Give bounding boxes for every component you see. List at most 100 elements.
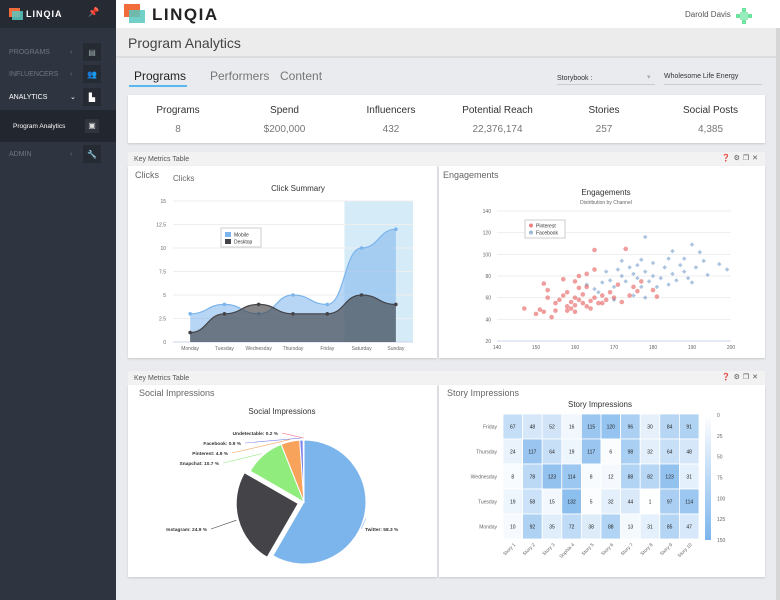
point-pinterest xyxy=(584,271,589,277)
pie-connector xyxy=(244,437,302,444)
cell-value: 44 xyxy=(628,500,634,506)
storybook-label: Storybook : xyxy=(557,75,593,82)
stat-label: Influencers xyxy=(366,105,416,116)
x-tick-label: Thursday xyxy=(283,346,304,352)
point-pinterest xyxy=(639,279,644,284)
point-desktop xyxy=(359,293,364,297)
point-pinterest xyxy=(541,281,547,286)
help-icon[interactable]: ❓ xyxy=(721,155,734,162)
point-pinterest xyxy=(596,300,601,306)
chevron-left-icon: ‹ xyxy=(70,48,73,56)
point-facebook xyxy=(619,258,625,264)
point-pinterest xyxy=(584,304,589,309)
point-pinterest xyxy=(623,246,628,252)
cell-value: 15 xyxy=(549,500,555,506)
pie-connector xyxy=(281,432,304,439)
point-mobile xyxy=(359,246,364,250)
point-pinterest xyxy=(564,308,570,313)
user-name[interactable]: Darold Davis xyxy=(685,10,731,19)
nav-label: INFLUENCERS xyxy=(9,70,59,78)
point-pinterest xyxy=(600,293,605,298)
sidebar-item-programs[interactable]: PROGRAMS ‹ ▤ xyxy=(0,41,116,63)
tab-performers[interactable]: Performers xyxy=(210,69,270,83)
cell-value: 1 xyxy=(649,500,652,506)
tab-programs[interactable]: Programs xyxy=(134,69,187,83)
nav-label: ANALYTICS xyxy=(9,93,48,101)
close-icon[interactable]: ✕ xyxy=(752,155,761,162)
point-facebook xyxy=(631,293,636,298)
pie-label: Facebook: 0.9 % xyxy=(203,441,241,447)
tab-content[interactable]: Content xyxy=(280,69,323,83)
sidebar-item-analytics[interactable]: ANALYTICS ⌄ ▙ xyxy=(0,86,116,108)
stat-potential-reach: Potential Reach 22,376,174 xyxy=(448,105,548,135)
linqia-logo-icon xyxy=(124,4,145,23)
point-facebook xyxy=(627,265,632,270)
point-facebook xyxy=(693,265,699,270)
y-tick-label: 7.5 xyxy=(159,270,166,276)
gear-icon[interactable]: ⚙ xyxy=(733,155,743,162)
panel-controls[interactable]: ❓⚙❐✕ xyxy=(722,154,761,162)
popout-icon[interactable]: ❐ xyxy=(742,374,753,381)
panel-title: Social Impressions xyxy=(139,388,215,398)
point-facebook xyxy=(685,275,691,281)
point-pinterest xyxy=(561,293,566,298)
sidebar-item-influencers[interactable]: INFLUENCERS ‹ 👥 xyxy=(0,63,116,85)
point-pinterest xyxy=(572,302,578,308)
cell-value: 91 xyxy=(686,425,692,431)
legend-label: Mobile xyxy=(234,233,249,239)
sidebar-subitem-program-analytics[interactable]: Program Analytics ▣ xyxy=(0,110,116,142)
row-label: Monday xyxy=(479,525,497,531)
point-pinterest xyxy=(607,289,613,295)
cell-value: 98 xyxy=(628,450,634,456)
scrollbar[interactable] xyxy=(776,28,780,600)
storybook-value-input[interactable]: Wholesome Life Energy xyxy=(664,72,762,85)
top-bar: LINQIA Darold Davis xyxy=(116,0,780,28)
cell-value: 97 xyxy=(667,500,673,506)
clipboard-icon: ▣ xyxy=(85,119,99,133)
gear-icon[interactable]: ⚙ xyxy=(733,374,743,381)
cell-value: 38 xyxy=(588,525,594,531)
point-facebook xyxy=(600,280,605,285)
stat-programs: Programs 8 xyxy=(128,105,228,135)
cell-value: 6 xyxy=(609,450,612,456)
storybook-select[interactable]: Storybook : ▾ xyxy=(557,72,655,85)
stat-value: 257 xyxy=(595,124,613,135)
point-facebook xyxy=(619,273,625,279)
pin-icon[interactable]: 📌 xyxy=(88,7,100,17)
legend-box xyxy=(524,219,566,239)
point-facebook xyxy=(674,278,679,283)
point-pinterest xyxy=(568,299,574,305)
point-desktop xyxy=(325,312,330,316)
nav-label: ADMIN xyxy=(9,150,32,158)
y-tick-label: 5 xyxy=(163,293,166,299)
color-legend-label: 150 xyxy=(717,538,726,544)
sidebar-item-admin[interactable]: ADMIN ‹ 🔧 xyxy=(0,143,116,165)
popout-icon[interactable]: ❐ xyxy=(742,155,753,162)
stat-value: 8 xyxy=(175,124,181,135)
pie-label: Undetectable: 0.2 % xyxy=(233,431,279,437)
help-icon[interactable]: ❓ xyxy=(721,374,734,381)
chart-title: Engagements xyxy=(581,188,630,197)
point-mobile xyxy=(291,293,295,297)
point-pinterest xyxy=(592,247,597,253)
brand-logo: LINQIA xyxy=(152,5,219,24)
x-tick-label: 150 xyxy=(532,345,541,351)
cell-value: 72 xyxy=(569,525,575,531)
storybook-value: Wholesome Life Energy xyxy=(664,73,739,80)
cell-value: 92 xyxy=(530,525,536,531)
avatar[interactable] xyxy=(736,8,752,24)
stats-card: Programs 8 Spend $200,000 Influencers 432 Pote… xyxy=(128,95,765,143)
panel-controls[interactable]: ❓⚙❐✕ xyxy=(722,373,761,381)
row-label: Friday xyxy=(483,425,497,431)
heatmap-cell xyxy=(678,513,700,540)
point-desktop xyxy=(394,302,398,307)
cell-value: 16 xyxy=(569,425,575,431)
close-icon[interactable]: ✕ xyxy=(752,374,761,381)
panel-title: Clicks xyxy=(135,170,159,180)
point-facebook xyxy=(592,286,597,292)
stat-label: Social Posts xyxy=(682,105,739,116)
point-pinterest xyxy=(584,284,589,290)
legend-label: Desktop xyxy=(234,240,253,246)
column-label: Story 5 xyxy=(581,542,596,557)
point-facebook xyxy=(635,275,640,281)
